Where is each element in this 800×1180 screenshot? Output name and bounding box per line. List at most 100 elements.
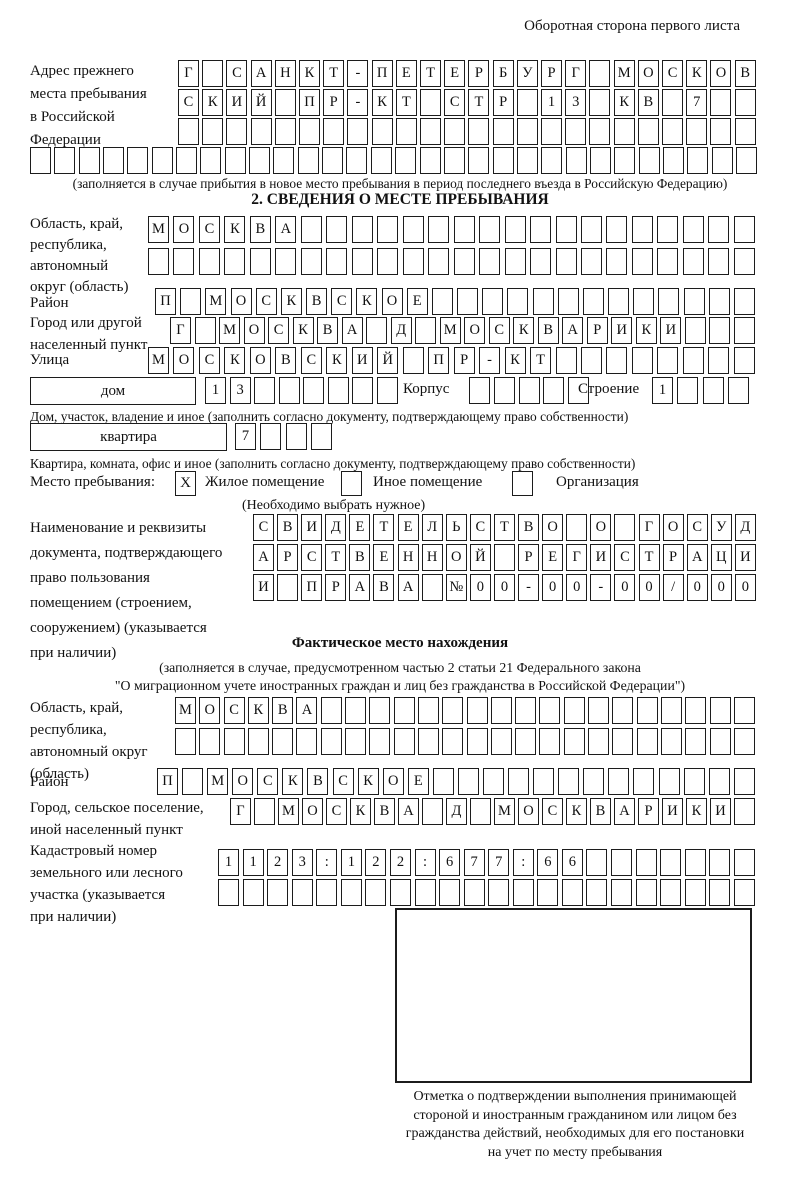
char-cell[interactable]: 0 — [614, 574, 636, 601]
char-cell[interactable] — [565, 118, 587, 145]
char-cell[interactable] — [508, 768, 530, 795]
char-cell[interactable] — [303, 377, 325, 404]
char-cell[interactable] — [709, 728, 731, 755]
char-cell[interactable]: К — [326, 347, 348, 374]
char-cell[interactable] — [470, 798, 491, 825]
char-cell[interactable]: 7 — [235, 423, 256, 450]
char-cell[interactable] — [606, 248, 628, 275]
char-cell[interactable] — [218, 879, 239, 906]
char-cell[interactable] — [490, 728, 512, 755]
char-cell[interactable]: 7 — [488, 849, 510, 876]
char-cell[interactable]: Р — [325, 574, 347, 601]
char-cell[interactable] — [247, 728, 269, 755]
char-cell[interactable] — [488, 879, 510, 906]
char-cell[interactable] — [657, 347, 679, 374]
char-cell[interactable]: Е — [349, 514, 371, 541]
char-cell[interactable] — [543, 377, 565, 404]
char-cell[interactable]: С — [332, 768, 354, 795]
char-cell[interactable] — [685, 728, 707, 755]
char-cell[interactable]: С — [331, 288, 353, 315]
char-cell[interactable] — [710, 118, 732, 145]
char-cell[interactable] — [457, 768, 479, 795]
char-cell[interactable] — [200, 147, 222, 174]
char-cell[interactable]: Г — [565, 60, 587, 87]
char-cell[interactable] — [507, 288, 529, 315]
char-cell[interactable] — [249, 248, 271, 275]
char-cell[interactable] — [734, 89, 756, 116]
char-cell[interactable]: 1 — [541, 89, 563, 116]
char-cell[interactable]: С — [178, 89, 199, 116]
char-cell[interactable] — [709, 317, 731, 344]
char-cell[interactable]: С — [226, 60, 248, 87]
char-cell[interactable] — [583, 768, 605, 795]
char-cell[interactable] — [612, 697, 634, 724]
char-cell[interactable]: Р — [323, 89, 345, 116]
char-cell[interactable] — [733, 288, 755, 315]
char-cell[interactable] — [589, 118, 611, 145]
char-cell[interactable] — [518, 377, 540, 404]
char-cell[interactable]: В — [537, 317, 559, 344]
char-cell[interactable] — [226, 118, 248, 145]
char-cell[interactable]: 6 — [561, 849, 583, 876]
char-cell[interactable]: Р — [468, 60, 490, 87]
char-cell[interactable]: Й — [250, 89, 272, 116]
char-cell[interactable] — [633, 768, 655, 795]
char-cell[interactable] — [178, 118, 199, 145]
char-cell[interactable] — [631, 216, 653, 243]
char-cell[interactable] — [662, 89, 684, 116]
char-cell[interactable] — [296, 728, 318, 755]
char-cell[interactable]: 2 — [365, 849, 387, 876]
char-cell[interactable]: 0 — [710, 574, 732, 601]
char-cell[interactable] — [493, 544, 515, 571]
char-cell[interactable]: И — [351, 347, 373, 374]
char-cell[interactable]: : — [512, 849, 534, 876]
char-cell[interactable]: В — [275, 347, 297, 374]
char-cell[interactable] — [30, 147, 51, 174]
char-cell[interactable] — [580, 216, 602, 243]
char-cell[interactable] — [322, 147, 344, 174]
char-cell[interactable] — [468, 147, 490, 174]
char-cell[interactable] — [490, 697, 512, 724]
char-cell[interactable] — [479, 216, 501, 243]
char-cell[interactable]: 1 — [242, 849, 264, 876]
char-cell[interactable]: Г — [566, 544, 588, 571]
char-cell[interactable] — [223, 728, 245, 755]
char-cell[interactable]: О — [662, 514, 684, 541]
char-cell[interactable] — [558, 768, 580, 795]
char-cell[interactable]: В — [637, 89, 659, 116]
char-cell[interactable]: 1 — [205, 377, 226, 404]
char-cell[interactable] — [516, 147, 538, 174]
char-cell[interactable]: 0 — [469, 574, 491, 601]
char-cell[interactable]: О — [590, 514, 612, 541]
char-cell[interactable] — [297, 147, 319, 174]
char-cell[interactable] — [420, 89, 442, 116]
char-cell[interactable]: Т — [638, 544, 660, 571]
char-cell[interactable] — [54, 147, 76, 174]
char-cell[interactable] — [453, 248, 475, 275]
char-cell[interactable]: О — [199, 697, 221, 724]
char-cell[interactable] — [389, 879, 411, 906]
char-cell[interactable]: Л — [421, 514, 443, 541]
char-cell[interactable] — [254, 377, 276, 404]
char-cell[interactable] — [417, 697, 439, 724]
char-cell[interactable]: Ь — [445, 514, 467, 541]
char-cell[interactable]: В — [272, 697, 294, 724]
char-cell[interactable]: Н — [397, 544, 419, 571]
char-cell[interactable] — [635, 849, 657, 876]
char-cell[interactable]: А — [275, 216, 297, 243]
char-cell[interactable] — [555, 347, 577, 374]
char-cell[interactable] — [431, 288, 453, 315]
char-cell[interactable] — [709, 879, 731, 906]
char-cell[interactable]: С — [223, 697, 245, 724]
char-cell[interactable] — [733, 728, 755, 755]
char-cell[interactable]: Е — [444, 60, 466, 87]
char-cell[interactable]: О — [382, 768, 404, 795]
char-cell[interactable]: О — [249, 347, 271, 374]
char-cell[interactable] — [457, 288, 479, 315]
char-cell[interactable]: К — [224, 347, 246, 374]
char-cell[interactable] — [369, 728, 391, 755]
char-cell[interactable]: А — [614, 798, 635, 825]
char-cell[interactable] — [272, 728, 294, 755]
char-cell[interactable]: С — [614, 544, 636, 571]
char-cell[interactable] — [482, 288, 504, 315]
